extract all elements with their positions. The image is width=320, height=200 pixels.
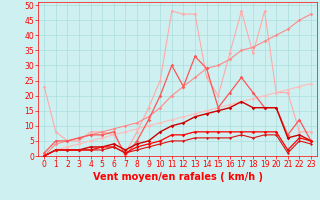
X-axis label: Vent moyen/en rafales ( km/h ): Vent moyen/en rafales ( km/h ) <box>92 172 263 182</box>
